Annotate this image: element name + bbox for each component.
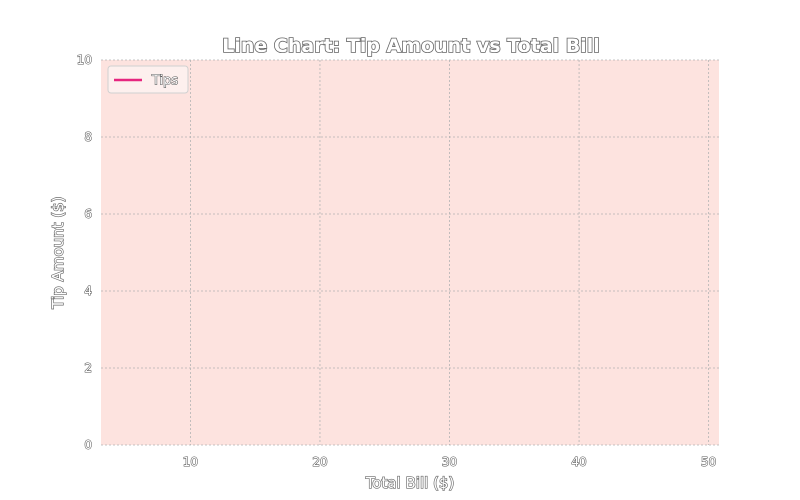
y-tick-label: 8 xyxy=(84,130,92,144)
x-tick-label: 30 xyxy=(442,455,457,469)
plot-area xyxy=(101,60,719,445)
x-axis-label: Total Bill ($) xyxy=(365,474,455,492)
y-axis-label: Tip Amount ($) xyxy=(49,196,67,309)
y-tick-label: 0 xyxy=(84,438,92,452)
x-tick-label: 10 xyxy=(183,455,198,469)
y-tick-label: 2 xyxy=(84,361,92,375)
y-tick-label: 6 xyxy=(84,207,92,221)
chart-title: Line Chart: Tip Amount vs Total Bill xyxy=(222,35,599,57)
y-tick-label: 10 xyxy=(77,53,92,67)
grid-lines xyxy=(101,59,719,446)
x-tick-label: 40 xyxy=(571,455,586,469)
legend: Tips xyxy=(107,65,189,94)
legend-box xyxy=(107,65,189,94)
y-tick-label: 4 xyxy=(84,284,92,298)
legend-label: Tips xyxy=(151,74,178,89)
x-tick-label: 50 xyxy=(701,455,716,469)
x-tick-label: 20 xyxy=(312,455,327,469)
tick-labels: 10 20 30 40 50 0 2 4 6 8 10 xyxy=(76,52,717,469)
